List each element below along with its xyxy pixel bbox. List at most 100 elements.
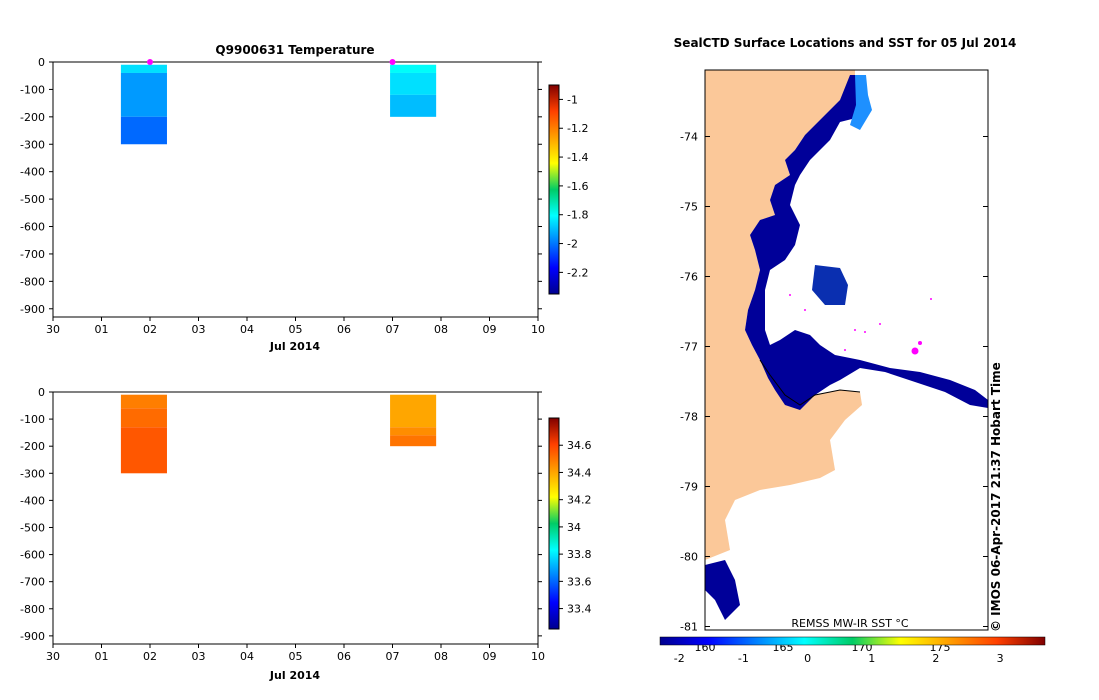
colorbar-tick-label: 34.6 bbox=[567, 439, 592, 452]
sst-colorbar-tick-label: 0 bbox=[804, 652, 811, 665]
lat-tick-label: -75 bbox=[680, 201, 698, 214]
y-tick-label: -900 bbox=[20, 303, 45, 316]
colorbar-tick-label: 33.4 bbox=[567, 603, 592, 616]
temperature-y-axis: 0 -100 -200 -300 -400 -500 -600 -700 -800 -900 bbox=[20, 56, 542, 316]
y-tick-label: -700 bbox=[20, 248, 45, 261]
copyright-label: © IMOS 06-Apr-2017 21:37 Hobart Time bbox=[989, 362, 1003, 632]
colorbar-tick-label: -1 bbox=[567, 93, 578, 106]
sst-coastal-band bbox=[745, 75, 988, 410]
map-latitude-axis: -74 -75 -76 -77 -78 -79 -80 -81 bbox=[680, 131, 988, 634]
x-tick-label: 30 bbox=[46, 323, 60, 336]
colorbar-tick-label: 33.8 bbox=[567, 548, 592, 561]
colorbar-tick-label: 33.6 bbox=[567, 575, 592, 588]
salinity-panel: 0 -100 -200 -300 -400 -500 -600 -700 -800 -900 30… bbox=[20, 386, 591, 682]
sst-colorbar-ticks: -2 -1 0 1 2 3 bbox=[674, 652, 1004, 665]
seal-location-point bbox=[911, 347, 919, 355]
lat-tick-label: -78 bbox=[680, 411, 698, 424]
colorbar-tick-label: 34.4 bbox=[567, 466, 592, 479]
temperature-x-label: Jul 2014 bbox=[269, 340, 320, 353]
lat-tick-label: -76 bbox=[680, 271, 698, 284]
seal-location-point bbox=[879, 323, 881, 325]
y-tick-label: -400 bbox=[20, 166, 45, 179]
x-tick-label: 04 bbox=[240, 650, 254, 663]
colorbar-tick-label: 34 bbox=[567, 521, 581, 534]
temperature-colorbar bbox=[548, 84, 560, 295]
x-tick-label: 03 bbox=[192, 650, 206, 663]
colorbar-tick-label: -1.4 bbox=[567, 151, 588, 164]
sst-colorbar-tick-label: -2 bbox=[674, 652, 685, 665]
seal-location-point bbox=[918, 341, 922, 345]
temperature-colorbar-ticks: -1 -1.2 -1.4 -1.6 -1.8 -2 -2.2 bbox=[559, 93, 588, 279]
temperature-title: Q9900631 Temperature bbox=[215, 43, 374, 57]
sst-colorbar-tick-label: 3 bbox=[997, 652, 1004, 665]
seal-locations bbox=[789, 294, 932, 355]
colorbar-tick-label: -1.8 bbox=[567, 209, 588, 222]
x-tick-label: 30 bbox=[46, 650, 60, 663]
sst-label: REMSS MW-IR SST °C bbox=[791, 617, 909, 630]
profile-1-layer-1 bbox=[120, 64, 167, 73]
seal-location-point bbox=[804, 309, 806, 311]
y-tick-label: 0 bbox=[38, 386, 45, 399]
x-tick-label: 09 bbox=[483, 650, 497, 663]
profile-2-layer-1 bbox=[390, 64, 437, 73]
colorbar-tick-label: -2.2 bbox=[567, 266, 588, 279]
y-tick-label: -500 bbox=[20, 521, 45, 534]
x-tick-label: 10 bbox=[531, 650, 545, 663]
profile-1-layer-1 bbox=[120, 394, 167, 409]
y-tick-label: -400 bbox=[20, 494, 45, 507]
y-tick-label: 0 bbox=[38, 56, 45, 69]
colorbar-tick-label: -1.6 bbox=[567, 180, 588, 193]
lat-tick-label: -81 bbox=[680, 621, 698, 634]
profile-2-layer-3 bbox=[390, 435, 437, 447]
profile-2-layer-3 bbox=[390, 94, 437, 117]
x-tick-label: 01 bbox=[95, 323, 109, 336]
y-tick-label: -300 bbox=[20, 467, 45, 480]
profile-1-layer-2 bbox=[120, 408, 167, 428]
seal-location-point bbox=[864, 331, 866, 333]
x-tick-label: 01 bbox=[95, 650, 109, 663]
x-tick-label: 08 bbox=[434, 650, 448, 663]
x-tick-label: 02 bbox=[143, 650, 157, 663]
x-tick-label: 05 bbox=[289, 650, 303, 663]
sst-colorbar-tick-label: -1 bbox=[738, 652, 749, 665]
colorbar-tick-label: 34.2 bbox=[567, 494, 592, 507]
map-title: SealCTD Surface Locations and SST for 05… bbox=[674, 36, 1017, 50]
x-tick-label: 10 bbox=[531, 323, 545, 336]
temperature-markers bbox=[147, 59, 396, 65]
sst-warm-patch bbox=[850, 75, 872, 130]
colorbar-tick-label: -2 bbox=[567, 238, 578, 251]
seal-location-point bbox=[930, 298, 932, 300]
y-tick-label: -100 bbox=[20, 413, 45, 426]
y-tick-label: -500 bbox=[20, 193, 45, 206]
salinity-profiles bbox=[120, 394, 437, 474]
profile-2-layer-2 bbox=[390, 427, 437, 436]
y-tick-label: -100 bbox=[20, 83, 45, 96]
temperature-profiles bbox=[120, 64, 437, 145]
x-tick-label: 08 bbox=[434, 323, 448, 336]
temperature-panel: Q9900631 Temperature 0 -100 -200 -300 -400 -5… bbox=[20, 43, 588, 353]
profile-location-marker bbox=[147, 59, 153, 65]
x-tick-label: 04 bbox=[240, 323, 254, 336]
y-tick-label: -800 bbox=[20, 275, 45, 288]
y-tick-label: -800 bbox=[20, 603, 45, 616]
x-tick-label: 07 bbox=[386, 650, 400, 663]
seal-location-point bbox=[844, 349, 846, 351]
y-tick-label: -900 bbox=[20, 630, 45, 643]
salinity-y-axis: 0 -100 -200 -300 -400 -500 -600 -700 -800 -900 bbox=[20, 386, 542, 643]
x-tick-label: 07 bbox=[386, 323, 400, 336]
profile-1-layer-3 bbox=[120, 116, 167, 145]
lat-tick-label: -80 bbox=[680, 551, 698, 564]
seal-location-point bbox=[854, 329, 856, 331]
land-area bbox=[705, 70, 862, 560]
ice-shelf-outline bbox=[759, 359, 861, 406]
profile-location-marker bbox=[389, 59, 396, 65]
x-tick-label: 02 bbox=[143, 323, 157, 336]
salinity-colorbar bbox=[548, 417, 560, 630]
map-panel: SealCTD Surface Locations and SST for 05… bbox=[659, 36, 1046, 665]
sst-ross-island-patch bbox=[812, 265, 848, 305]
profile-1-layer-2 bbox=[120, 72, 167, 117]
x-tick-label: 09 bbox=[483, 323, 497, 336]
y-tick-label: -300 bbox=[20, 138, 45, 151]
map-frame bbox=[704, 69, 989, 631]
